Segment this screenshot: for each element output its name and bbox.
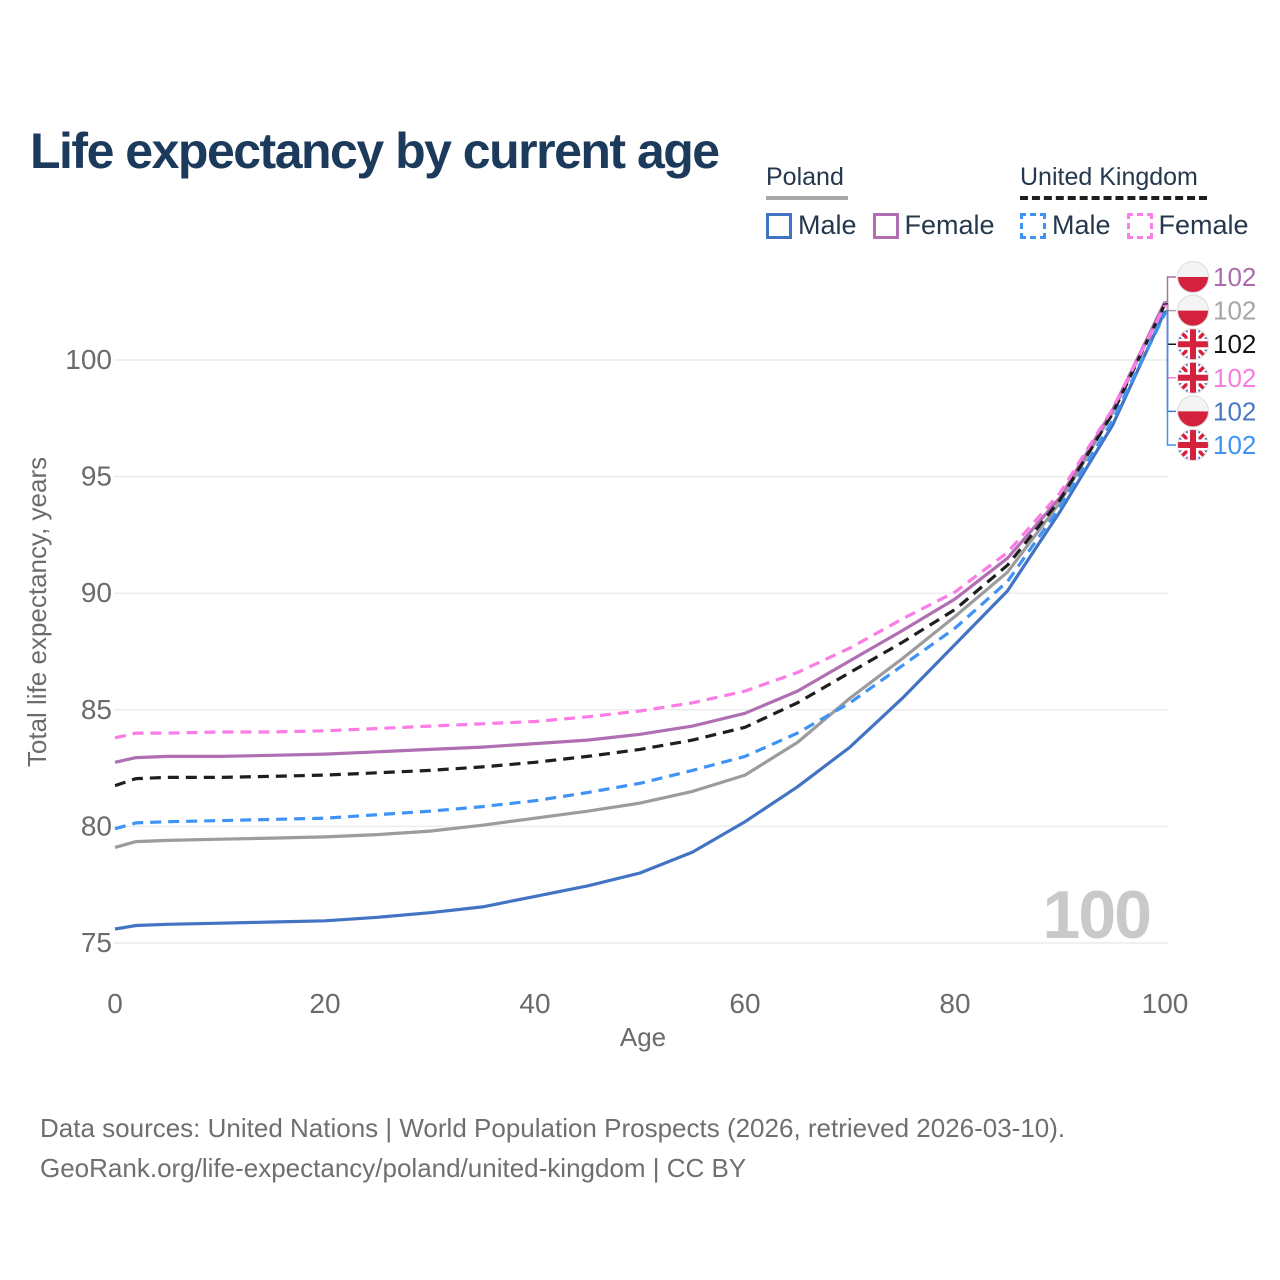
end-label-uk-male: 102 [1177,429,1256,461]
y-tick-100: 100 [65,344,112,375]
page-title: Life expectancy by current age [30,122,720,179]
x-tick-20: 20 [309,988,340,1019]
watermark-age-100: 100 [1043,877,1151,953]
legend-label-poland-female: Female [904,210,995,240]
x-tick-0: 0 [107,988,123,1019]
footer-attribution: GeoRank.org/life-expectancy/poland/unite… [40,1153,747,1183]
uk-flag-icon [1177,362,1209,394]
uk-flag-icon [1177,328,1209,360]
series-line-poland-male[interactable] [114,310,1167,931]
series-line-poland-both[interactable] [114,302,1167,849]
y-tick-95: 95 [81,461,112,492]
legend-swatch-uk-female [1126,212,1153,239]
end-label-connector-poland-female [1165,276,1176,303]
legend-label-uk-female: Female [1158,210,1249,240]
end-label-uk-both: 102 [1177,328,1256,361]
legend-underline-poland-both [766,196,848,200]
legend-item-uk-male[interactable]: Male [1020,210,1111,241]
poland-flag-icon [1177,261,1209,293]
legend-swatch-uk-male [1020,212,1046,239]
x-tick-80: 80 [939,988,970,1019]
x-tick-40: 40 [519,988,550,1019]
legend-swatch-poland-female [872,212,899,239]
y-tick-80: 80 [81,810,112,841]
series-line-uk-male[interactable] [114,312,1167,831]
end-label-connector-uk-female [1165,304,1176,379]
footer-sources: Data sources: United Nations | World Pop… [40,1113,1066,1143]
poland-flag-icon [1177,395,1209,428]
legend-group-poland: Poland Male Female [766,163,995,241]
footer: Data sources: United Nations | World Pop… [40,1108,1065,1188]
y-tick-85: 85 [81,694,112,725]
legend-country-uk: United Kingdom [1020,163,1198,191]
y-tick-90: 90 [81,577,112,608]
end-label-value-uk-male: 102 [1213,430,1256,460]
legend-item-poland-female[interactable]: Female [872,210,995,241]
end-label-value-poland-female: 102 [1213,262,1256,292]
end-label-poland-female: 102 [1177,261,1256,293]
end-label-value-uk-female: 102 [1213,363,1256,393]
series-line-poland-female[interactable] [114,301,1167,764]
legend-item-uk-female[interactable]: Female [1126,210,1249,241]
end-label-poland-both: 102 [1177,294,1256,327]
end-label-uk-female: 102 [1177,361,1256,394]
series-line-uk-female[interactable] [114,304,1167,740]
x-tick-100: 100 [1142,988,1189,1019]
series-line-uk-both[interactable] [114,303,1167,788]
end-label-connector-uk-male [1165,312,1176,446]
y-axis-label: Total life expectancy, years [22,457,52,767]
poland-flag-icon [1177,294,1209,327]
legend-country-poland: Poland [766,163,844,191]
end-label-poland-male: 102 [1177,395,1256,428]
y-tick-75: 75 [81,927,112,958]
legend-group-uk: United Kingdom Male Female [1020,163,1249,241]
x-tick-60: 60 [729,988,760,1019]
x-axis-label: Age [620,1022,666,1052]
uk-flag-icon [1177,429,1209,461]
legend-label-uk-male: Male [1052,210,1111,240]
end-label-value-uk-both: 102 [1213,329,1256,359]
end-label-value-poland-male: 102 [1213,396,1256,426]
legend-item-poland-male[interactable]: Male [766,210,857,241]
legend-label-poland-male: Male [798,210,857,240]
legend-underline-uk-both [1020,196,1207,200]
end-label-value-poland-both: 102 [1213,296,1256,326]
legend-swatch-poland-male [766,212,792,239]
end-label-connector-poland-male [1165,310,1176,413]
